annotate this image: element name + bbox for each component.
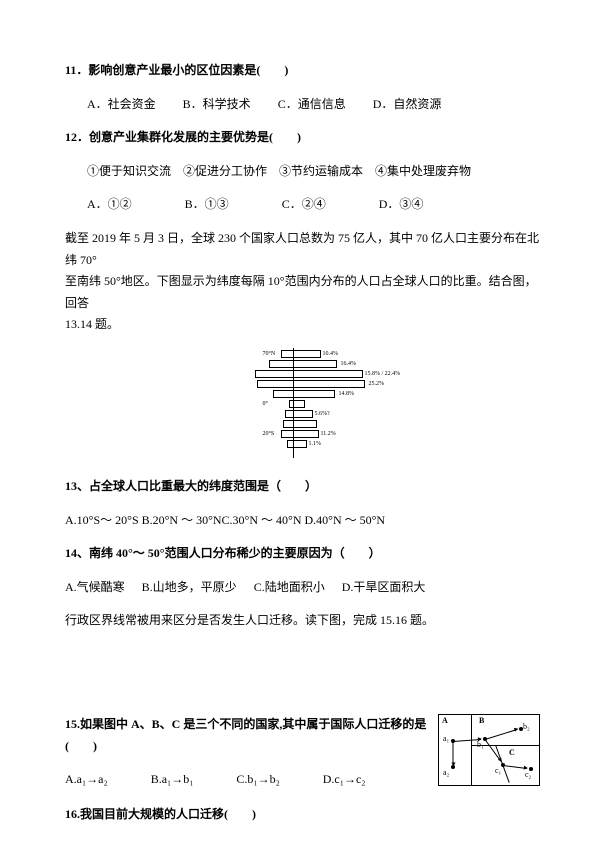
q14-opt-b: B.山地多，平原少 — [142, 577, 237, 599]
q12-title: 12．创意产业集群化发展的主要优势是( ) — [65, 127, 540, 149]
q15-opt-b: B.a₁→b₁ — [151, 769, 194, 791]
q15-opt-c: C.b₁→b₂ — [236, 769, 279, 791]
q14-opt-d: D.干旱区面积大 — [342, 577, 426, 599]
q15-title: 15.如果图中 A、B、C 是三个不同的国家,其中属于国际人口迁移的是( ) — [65, 714, 435, 757]
q14-opt-a: A.气候酷寒 — [65, 577, 125, 599]
q11-opt-b: B．科学技术 — [183, 94, 251, 116]
q14-options: A.气候酷寒 B.山地多，平原少 C.陆地面积小 D.干旱区面积大 — [65, 577, 540, 599]
q11-options: A．社会资金 B．科学技术 C．通信信息 D．自然资源 — [65, 94, 540, 116]
q11-opt-a: A．社会资金 — [87, 94, 156, 116]
passage1-line3: 13.14 题。 — [65, 314, 540, 336]
q12-statements: ①便于知识交流 ②促进分工协作 ③节约运输成本 ④集中处理废弃物 — [65, 161, 540, 183]
q12-opt-a: A．①② — [87, 194, 132, 216]
latitude-population-chart: 70°N10.4%16.4%15.8% / 22.4%25.2%14.8%0°5… — [65, 348, 540, 458]
migration-chart: ABCa₁a₂b₁b₂c₁c₂ — [438, 714, 540, 786]
q12-opt-b: B．①③ — [185, 194, 229, 216]
q12-opt-c: C．②④ — [282, 194, 326, 216]
q14-title: 14、南纬 40°～ 50°范围人口分布稀少的主要原因为（ ） — [65, 543, 540, 565]
q15-opt-d: D.c₁→c₂ — [323, 769, 366, 791]
q13-title: 13、占全球人口比重最大的纬度范围是（ ） — [65, 476, 540, 498]
q15-opt-a: A.a₁→a₂ — [65, 769, 108, 791]
passage2-line1: 行政区界线常被用来区分是否发生人口迁移。读下图，完成 15.16 题。 — [65, 610, 540, 632]
q11-opt-c: C．通信信息 — [278, 94, 346, 116]
passage1-line1: 截至 2019 年 5 月 3 日，全球 230 个国家人口总数为 75 亿人，… — [65, 228, 540, 271]
q12-options: A．①② B．①③ C．②④ D．③④ — [65, 194, 540, 216]
q11-opt-d: D．自然资源 — [373, 94, 442, 116]
q16-title: 16.我国目前大规模的人口迁移( ) — [65, 804, 540, 826]
q11-title: 11．影响创意产业最小的区位因素是( ) — [65, 60, 540, 82]
passage1-line2: 至南纬 50°地区。下图显示为纬度每隔 10°范围内分布的人口占全球人口的比重。… — [65, 271, 540, 314]
q12-opt-d: D．③④ — [379, 194, 424, 216]
q14-opt-c: C.陆地面积小 — [254, 577, 325, 599]
q13-options: A.10°S～ 20°S B.20°N ～ 30°NC.30°N ～ 40°N … — [65, 510, 540, 532]
